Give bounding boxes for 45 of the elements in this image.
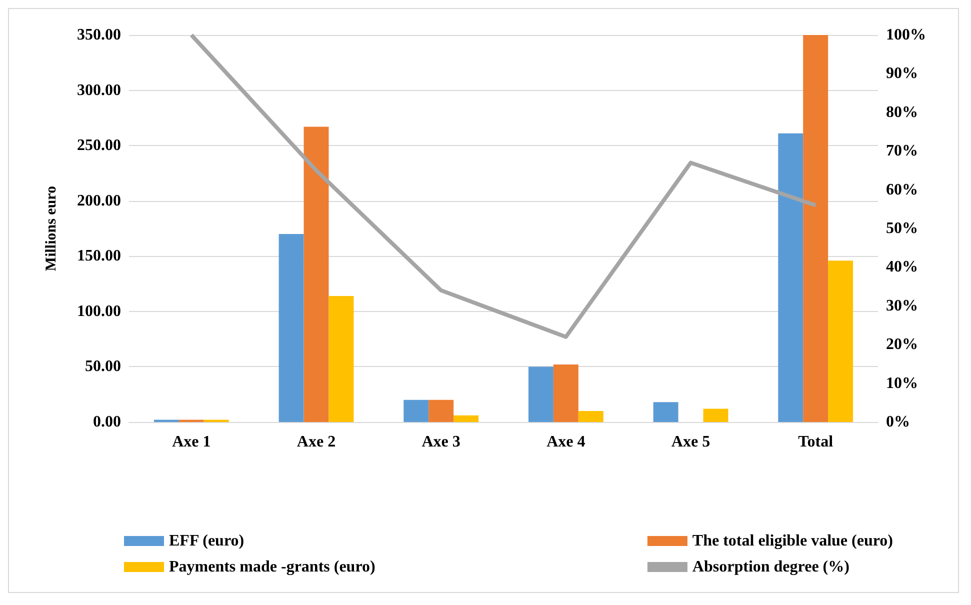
bar [528,366,554,422]
y2-tick-label: 10% [886,374,918,392]
bar [553,364,578,422]
x-tick-label: Axe 1 [172,434,211,450]
bar [703,408,728,422]
y-tick-label: 50.00 [85,358,121,376]
bar [328,296,354,422]
y-tick-label: 300.00 [77,82,121,99]
x-tick-label: Total [798,434,834,450]
bar [653,402,678,422]
y-tick-label: 100.00 [77,302,121,320]
bar [428,400,454,422]
bar [404,400,429,422]
y2-tick-label: 20% [886,336,918,354]
bar [454,415,479,422]
bar [304,126,329,422]
legend-label: Payments made -grants (euro) [169,558,376,576]
y2-tick-label: 40% [886,258,918,276]
bar [803,35,828,422]
y2-tick-label: 0% [886,414,910,430]
legend-label: EFF (euro) [169,532,244,550]
y-tick-label: 250.00 [77,137,121,154]
x-tick-label: Axe 4 [546,434,586,450]
y2-tick-label: 60% [886,181,918,198]
y-tick-label: 200.00 [77,192,121,210]
line-series [189,33,818,339]
y2-tick-label: 80% [886,104,918,121]
x-tick-label: Axe 2 [296,434,336,450]
x-tick-label: Axe 5 [671,434,710,450]
y-tick-label: 150.00 [77,248,121,265]
y2-tick-label: 70% [886,142,918,160]
legend-label: The total eligible value (euro) [692,532,894,550]
y-tick-label: 0.00 [93,414,121,430]
y2-tick-label: 50% [886,220,918,237]
y2-tick-label: 30% [886,297,918,314]
y2-tick-label: 100% [886,26,926,44]
y-axis-title: Millions euro [44,186,60,272]
legend-label: Absorption degree (%) [692,558,850,576]
y2-tick-label: 90% [886,65,918,82]
bar [578,410,604,422]
bar [828,260,854,422]
y-tick-label: 350.00 [77,26,121,44]
bar [778,133,804,422]
bar [278,234,304,422]
x-tick-label: Axe 3 [422,434,460,450]
